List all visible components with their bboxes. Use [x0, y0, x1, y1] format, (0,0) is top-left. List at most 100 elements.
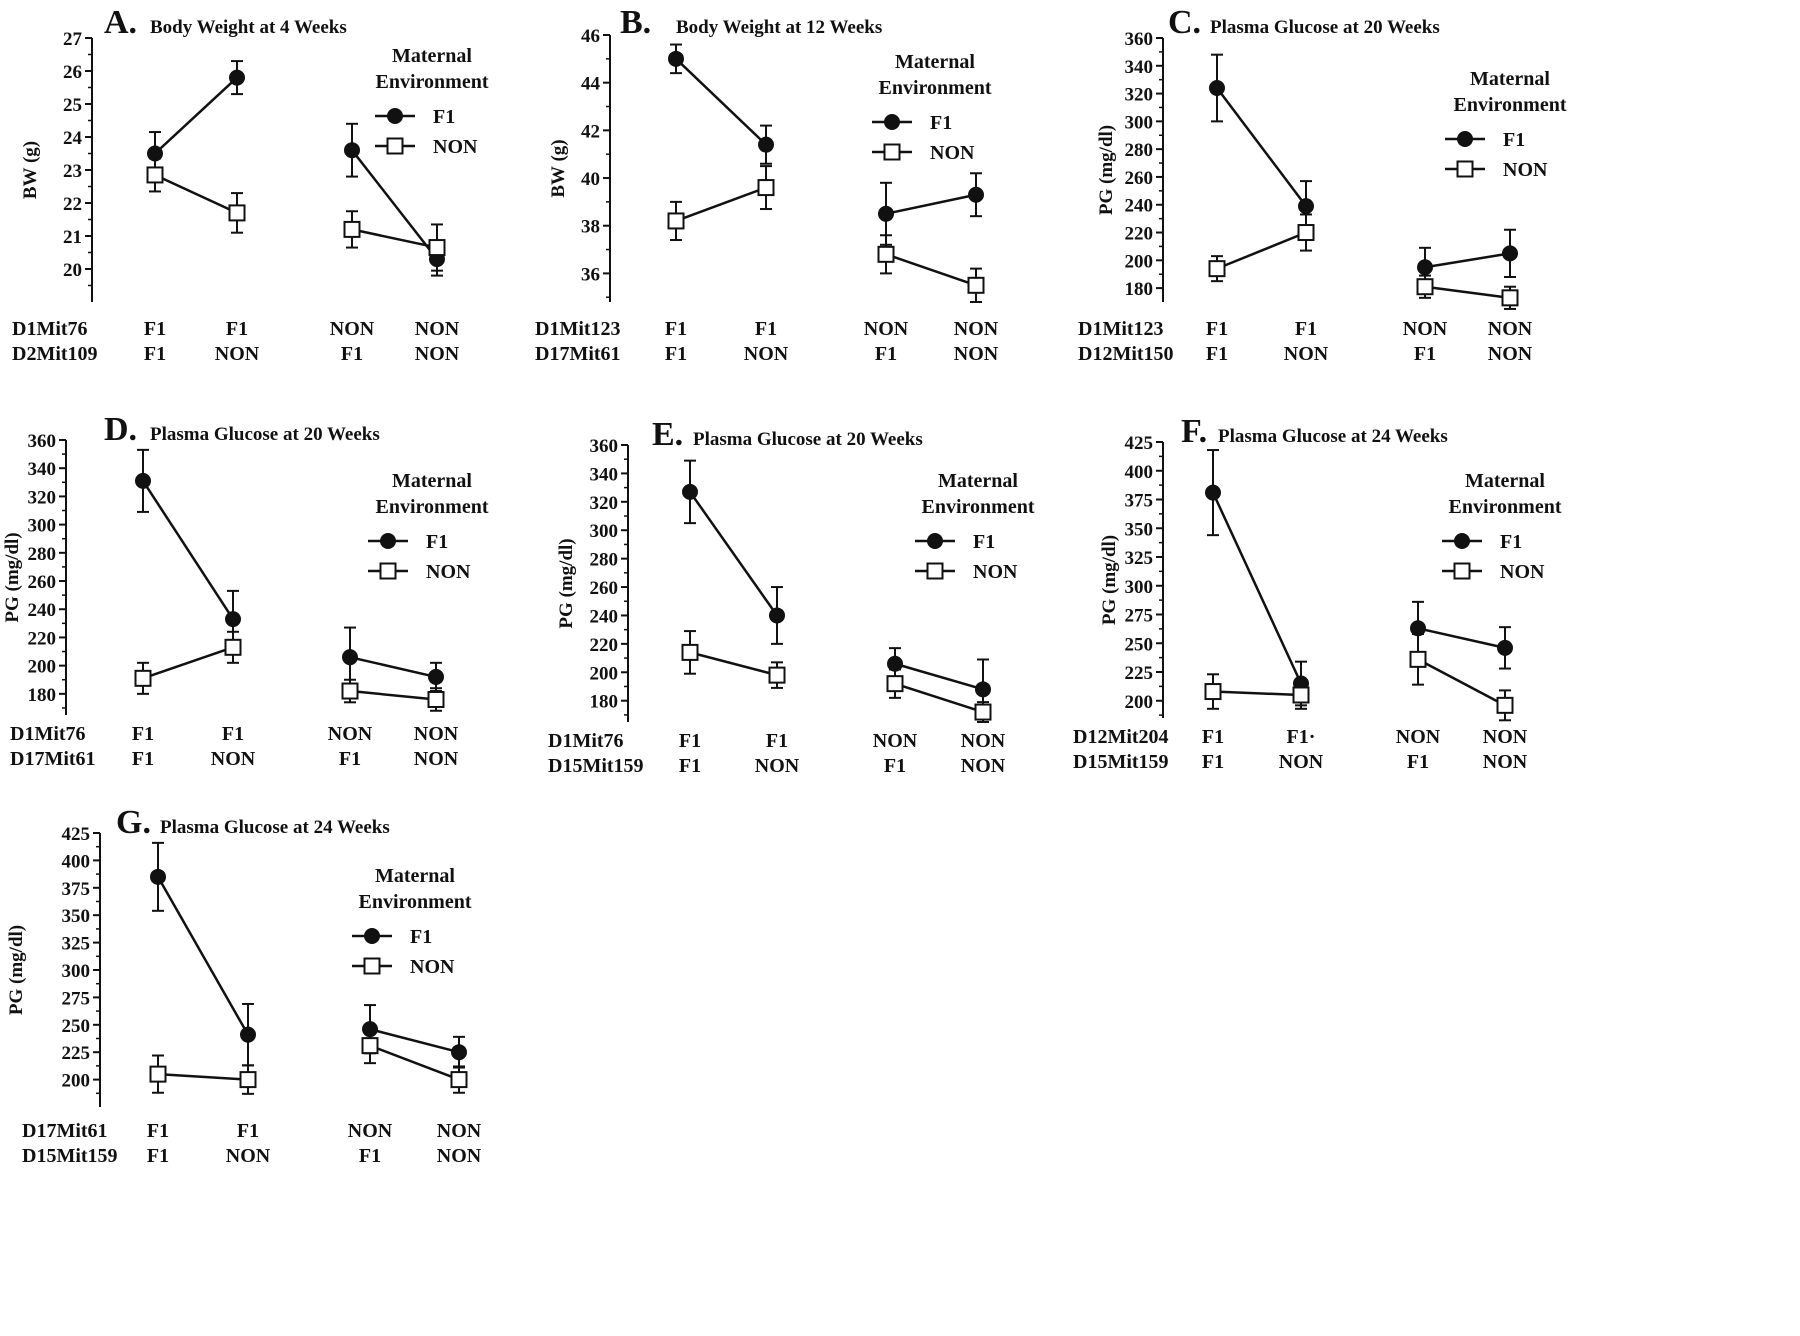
series-line-non-c — [1424, 285, 1511, 300]
legend-title-line2: Environment — [1449, 496, 1562, 518]
y-tick-label-f: 350 — [1125, 519, 1154, 540]
genotype-value-d: F1 — [132, 748, 154, 770]
data-point-f1-b — [668, 50, 684, 67]
legend-title-line2: Environment — [879, 77, 992, 99]
y-tick-label-f: 275 — [1125, 606, 1154, 627]
data-point-f1-f — [1205, 484, 1221, 501]
series-line-f1-d — [141, 480, 235, 620]
genotype-value-g: F1 — [237, 1120, 259, 1142]
y-tick-label-g: 300 — [62, 961, 91, 982]
legend-title-line2: Environment — [376, 496, 489, 518]
data-point-f1-c — [1417, 259, 1433, 276]
genotype-value-g: F1 — [147, 1120, 169, 1142]
data-point-f1-d — [342, 649, 358, 666]
genotype-value-e: F1 — [884, 755, 906, 777]
y-tick-label-e: 340 — [590, 464, 619, 485]
y-tick-label-g: 350 — [62, 906, 91, 927]
series-line-f1-f — [1417, 627, 1506, 650]
series-line-non-d — [142, 646, 234, 680]
series-line-f1-c — [1216, 87, 1307, 207]
legend-title-line2: Environment — [376, 71, 489, 93]
genotype-value-e: NON — [873, 730, 918, 752]
y-tick-label-d: 180 — [28, 685, 57, 706]
genotype-value-f: NON — [1279, 751, 1324, 773]
y-tick-label-d: 340 — [28, 459, 57, 480]
data-point-f1-d — [225, 611, 241, 628]
y-tick-label-c: 340 — [1125, 57, 1154, 78]
genotype-value-e: NON — [961, 755, 1006, 777]
data-point-f1-b — [878, 205, 894, 222]
series-line-non-e — [689, 651, 778, 677]
y-tick-label-a: 22 — [63, 194, 82, 215]
series-line-non-b — [885, 253, 977, 287]
legend-marker-f1 — [364, 928, 380, 944]
panel-f: F. Plasma Glucose at 24 Weeks 200 225 250 275… — [1073, 413, 1562, 773]
genotype-row-label-e: D1Mit76 — [548, 730, 624, 752]
data-point-f1-d — [428, 668, 444, 685]
y-tick-label-g: 425 — [62, 824, 91, 845]
y-tick-label-g: 250 — [62, 1016, 91, 1037]
series-line-non-e — [894, 682, 984, 714]
panel-letter-c: C. — [1168, 4, 1201, 41]
genotype-value-a: F1 — [144, 318, 166, 340]
genotype-value-f: F1· — [1287, 726, 1316, 748]
data-point-f1-b — [968, 186, 984, 203]
data-point-non-e — [768, 666, 786, 684]
y-tick-label-a: 21 — [63, 227, 82, 248]
y-tick-label-f: 425 — [1125, 433, 1154, 454]
panel-d: D. Plasma Glucose at 20 Weeks 180 200 220 240… — [2, 411, 489, 770]
series-line-non-b — [675, 186, 767, 223]
y-tick-label-e: 220 — [590, 635, 619, 656]
genotype-value-f: NON — [1396, 726, 1441, 748]
data-point-f1-e — [975, 681, 991, 698]
legend-title-line1: Maternal — [1465, 470, 1545, 492]
legend-marker-f1 — [1454, 533, 1470, 549]
series-line-f1-a — [154, 76, 238, 155]
series-line-f1-f — [1211, 492, 1303, 685]
genotype-value-c: F1 — [1206, 343, 1228, 365]
y-tick-label-f: 300 — [1125, 577, 1154, 598]
y-tick-label-e: 280 — [590, 550, 619, 571]
legend-label-non: NON — [973, 561, 1018, 583]
y-axis-label-a: BW (g) — [20, 141, 41, 199]
series-line-f1-d — [349, 655, 437, 679]
genotype-value-b: NON — [954, 343, 999, 365]
y-tick-label-d: 240 — [28, 600, 57, 621]
panel-c: C. Plasma Glucose at 20 Weeks 180 200 220 240… — [1078, 4, 1567, 365]
y-tick-label-c: 280 — [1125, 140, 1154, 161]
data-point-f1-g — [240, 1026, 256, 1043]
y-tick-label-b: 38 — [581, 217, 600, 238]
legend-f: Maternal Environment F1 NON — [1442, 470, 1562, 583]
genotype-value-a: NON — [330, 318, 375, 340]
legend-label-non: NON — [426, 561, 471, 583]
legend-label-non: NON — [410, 956, 455, 978]
data-point-non-g — [361, 1037, 379, 1055]
panel-a: A. Body Weight at 4 Weeks 20 21 22 23 24 25 26 27… — [12, 4, 489, 365]
data-point-non-f — [1409, 650, 1427, 668]
data-point-non-a — [146, 166, 164, 184]
y-tick-label-d: 280 — [28, 544, 57, 565]
genotype-value-b: F1 — [665, 318, 687, 340]
series-line-non-a — [351, 228, 438, 249]
genotype-row-label-a: D1Mit76 — [12, 318, 88, 340]
y-tick-label-c: 180 — [1125, 279, 1154, 300]
legend-label-non: NON — [433, 136, 478, 158]
panel-letter-d: D. — [104, 411, 137, 448]
data-point-non-f — [1204, 683, 1222, 701]
y-tick-label-b: 36 — [581, 264, 600, 285]
y-tick-label-b: 44 — [581, 74, 601, 95]
y-tick-label-g: 375 — [62, 879, 91, 900]
legend-marker-non — [379, 562, 397, 580]
data-point-non-g — [149, 1065, 167, 1083]
legend-title-line1: Maternal — [938, 470, 1018, 492]
y-tick-label-d: 360 — [28, 431, 57, 452]
legend-label-f1: F1 — [973, 531, 995, 553]
data-point-non-b — [877, 245, 895, 263]
genotype-value-d: F1 — [132, 723, 154, 745]
genotype-row-label-b: D1Mit123 — [535, 318, 621, 340]
y-axis-label-c: PG (mg/dl) — [1096, 125, 1117, 215]
series-line-f1-b — [885, 193, 977, 216]
genotype-value-c: NON — [1403, 318, 1448, 340]
legend-title-line1: Maternal — [1470, 68, 1550, 90]
